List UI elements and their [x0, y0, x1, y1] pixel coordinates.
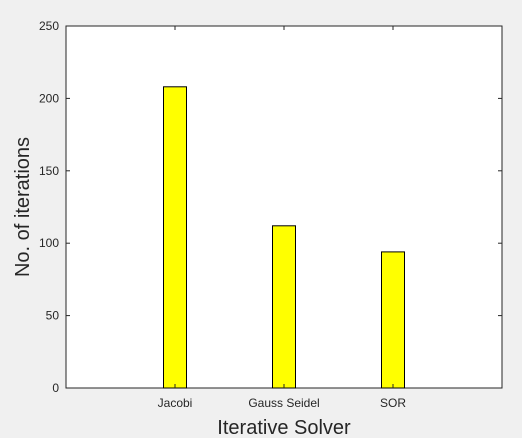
x-ticks-group: Jacobi Gauss Seidel SOR: [158, 26, 406, 410]
y-axis-label: No. of iterations: [12, 137, 34, 277]
bar-1: [272, 225, 296, 389]
bar-0: [163, 86, 187, 389]
x-tick-label: Gauss Seidel: [248, 396, 319, 410]
y-tick-label: 100: [39, 236, 59, 250]
bars-group: [163, 86, 405, 389]
y-ticks-group: 0 50 100 150 200 250: [39, 19, 502, 395]
y-tick-label: 250: [39, 19, 59, 33]
y-tick-label: 200: [39, 91, 59, 105]
y-tick-label: 0: [52, 381, 59, 395]
y-tick-label: 150: [39, 164, 59, 178]
bar-2: [381, 251, 405, 389]
x-tick-label: Jacobi: [158, 396, 193, 410]
y-tick-label: 50: [46, 309, 60, 323]
x-tick-label: SOR: [380, 396, 406, 410]
x-axis-label: Iterative Solver: [217, 417, 351, 438]
